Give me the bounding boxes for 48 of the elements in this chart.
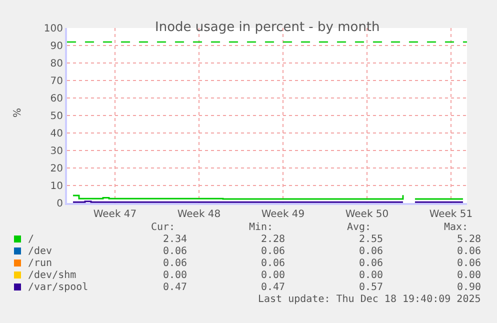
- text: 0.06: [457, 246, 482, 257]
- x-tick-label: Week 47: [93, 209, 137, 220]
- y-axis-title: %: [12, 108, 24, 118]
- text: Cur:: [151, 222, 176, 233]
- y-tick-label: 100: [44, 24, 63, 34]
- text: Last update: Thu Dec 18 19:40:09 2025: [258, 294, 481, 305]
- y-tick-label: 20: [50, 164, 63, 174]
- x-tick-label: Week 50: [345, 209, 389, 220]
- legend-label: /dev/shm: [28, 270, 76, 281]
- x-tick-label: Week 51: [429, 209, 473, 220]
- y-tick-label: 40: [50, 128, 63, 140]
- text: 5.28: [457, 234, 482, 245]
- text: 0.06: [163, 258, 188, 269]
- text: 0.06: [359, 246, 384, 257]
- x-tick-label: Week 48: [177, 209, 221, 220]
- text: 0.06: [359, 258, 384, 269]
- text: 2.55: [359, 234, 384, 245]
- text: 0.06: [261, 246, 286, 257]
- legend-label: /var/spool: [28, 282, 88, 293]
- legend-label: /run: [28, 258, 52, 269]
- legend-label: /: [28, 234, 34, 245]
- y-tick-label: 80: [50, 58, 63, 70]
- text: 0.90: [457, 282, 482, 293]
- legend-label: /dev: [28, 246, 52, 257]
- text: 0.47: [163, 282, 188, 293]
- text: 0.57: [359, 282, 384, 293]
- text: 2.28: [261, 234, 286, 245]
- y-tick-label: 0: [56, 198, 63, 210]
- text: Avg:: [347, 222, 372, 233]
- text: Min:: [249, 222, 274, 233]
- text: 0.00: [163, 270, 188, 281]
- text: Max:: [444, 222, 468, 233]
- chart-title: Inode usage in percent - by month: [155, 20, 380, 35]
- text: 0.00: [359, 270, 384, 281]
- y-tick-label: 90: [50, 41, 63, 52]
- y-tick-label: 30: [50, 146, 63, 157]
- text: 0.06: [261, 258, 286, 269]
- text: 0.00: [457, 270, 482, 281]
- x-tick-label: Week 49: [261, 209, 305, 220]
- text: 2.34: [163, 234, 188, 245]
- text: 0.06: [163, 246, 188, 257]
- y-tick-label: 70: [50, 76, 63, 87]
- y-tick-label: 10: [50, 181, 63, 192]
- text: 0.06: [457, 258, 482, 269]
- y-tick-label: 50: [50, 111, 63, 122]
- text: 0.00: [261, 270, 286, 281]
- y-tick-label: 60: [50, 94, 63, 104]
- text: 0.47: [261, 282, 286, 293]
